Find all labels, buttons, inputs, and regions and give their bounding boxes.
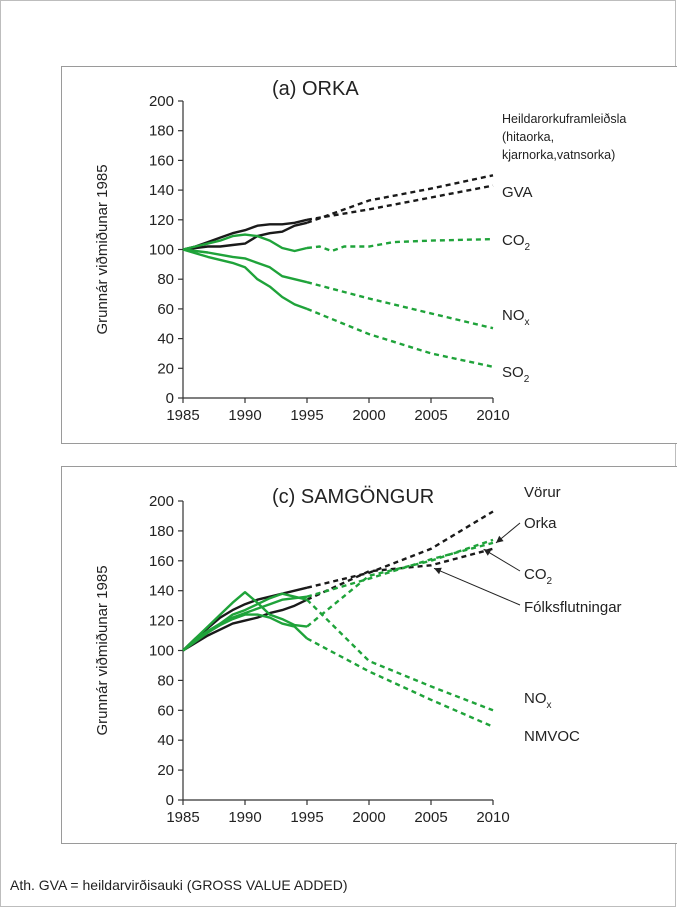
series-line-5 [182,248,308,311]
x-tick-label: 1995 [290,407,323,424]
y-tick-label: 80 [157,271,174,288]
y-tick-label: 20 [157,762,174,779]
series-label-line: Heildarorkuframleiðsla [502,112,626,126]
y-tick-label: 60 [157,301,174,318]
panel-c-frame: 0 20 40 60 80 100 120 140 160 180 200 1985 1990 1995 2… [61,466,677,844]
y-tick-label: 80 [157,672,174,689]
y-tick-label: 60 [157,702,174,719]
series-projection-5 [306,598,494,712]
series-projection-5 [306,307,494,368]
footnote: Ath. GVA = heildarvirðisauki (GROSS VALU… [10,877,348,893]
y-tick-label: 160 [149,152,174,169]
series-label: Fólksflutningar [524,599,622,616]
series-projection-2 [306,184,494,221]
x-tick-label: 2010 [476,809,509,826]
y-tick-label: 180 [149,523,174,540]
x-tick-label: 1990 [228,809,261,826]
series-line-3 [182,590,308,652]
series-projection-6 [306,637,494,728]
series-label: NOx [502,307,530,328]
series-line-1 [182,586,308,652]
series-projection-3 [306,538,494,628]
series-label: NMVOC [524,728,580,745]
y-tick-label: 40 [157,732,174,749]
y-axis-label: Grunnár viðmiðunar 1985 [94,565,111,735]
label-arrow [483,548,521,572]
chart-orka: 0 20 40 60 80 100 120 140 160 180 200 1985 1990 1995 2… [94,78,626,424]
y-tick-label: 0 [166,390,174,407]
y-tick-label: 160 [149,553,174,570]
series-label: SO2 [502,364,530,385]
y-tick-label: 140 [149,182,174,199]
x-tick-label: 2000 [352,809,385,826]
x-tick-label: 1985 [166,407,199,424]
series-projection-4 [306,541,494,598]
y-tick-label: 40 [157,331,174,348]
y-tick-label: 200 [149,93,174,110]
series-line-5 [182,592,308,652]
series-line-4 [182,248,308,284]
series-label-line: kjarnorka,vatnsorka) [502,148,615,162]
series-label: NOx [524,690,552,711]
x-tick-label: 1985 [166,809,199,826]
series-line-2 [182,598,308,652]
x-tick-label: 2005 [414,407,447,424]
y-tick-label: 200 [149,493,174,510]
y-tick-label: 100 [149,242,174,259]
series-line-6 [182,613,308,652]
y-tick-label: 0 [166,792,174,809]
x-tick-label: 1990 [228,407,261,424]
y-tick-label: 180 [149,123,174,140]
x-tick-label: 2005 [414,809,447,826]
label-arrowhead [434,567,442,575]
x-tick-label: 1995 [290,809,323,826]
series-line-3 [182,233,308,253]
label-arrowhead [483,549,492,556]
y-tick-label: 20 [157,360,174,377]
series-projection-2 [306,547,494,601]
y-tick-label: 100 [149,643,174,660]
series-label-line: (hitaorka, [502,130,554,144]
panel-a-frame: 0 20 40 60 80 100 120 140 160 180 200 1985 1990 1995 2… [61,66,677,444]
label-arrowhead [496,535,504,543]
series-projection-3 [306,237,494,253]
series-projection-1 [306,510,494,589]
series-label: GVA [502,184,533,201]
y-axis-label: Grunnár viðmiðunar 1985 [94,164,111,334]
y-tick-label: 120 [149,212,174,229]
chart-title: (c) SAMGÖNGUR [272,486,434,508]
series-label: Vörur [524,484,561,501]
chart-samgongur: 0 20 40 60 80 100 120 140 160 180 200 1985 1990 1995 2… [94,484,622,826]
series-label: CO2 [524,566,553,587]
label-arrow [433,567,521,606]
series-label: CO2 [502,232,531,253]
y-tick-label: 140 [149,583,174,600]
y-tick-label: 120 [149,613,174,630]
x-tick-label: 2010 [476,407,509,424]
series-line-1 [182,221,308,251]
x-tick-label: 2000 [352,407,385,424]
series-label: Orka [524,515,557,532]
chart-title: (a) ORKA [272,78,359,100]
